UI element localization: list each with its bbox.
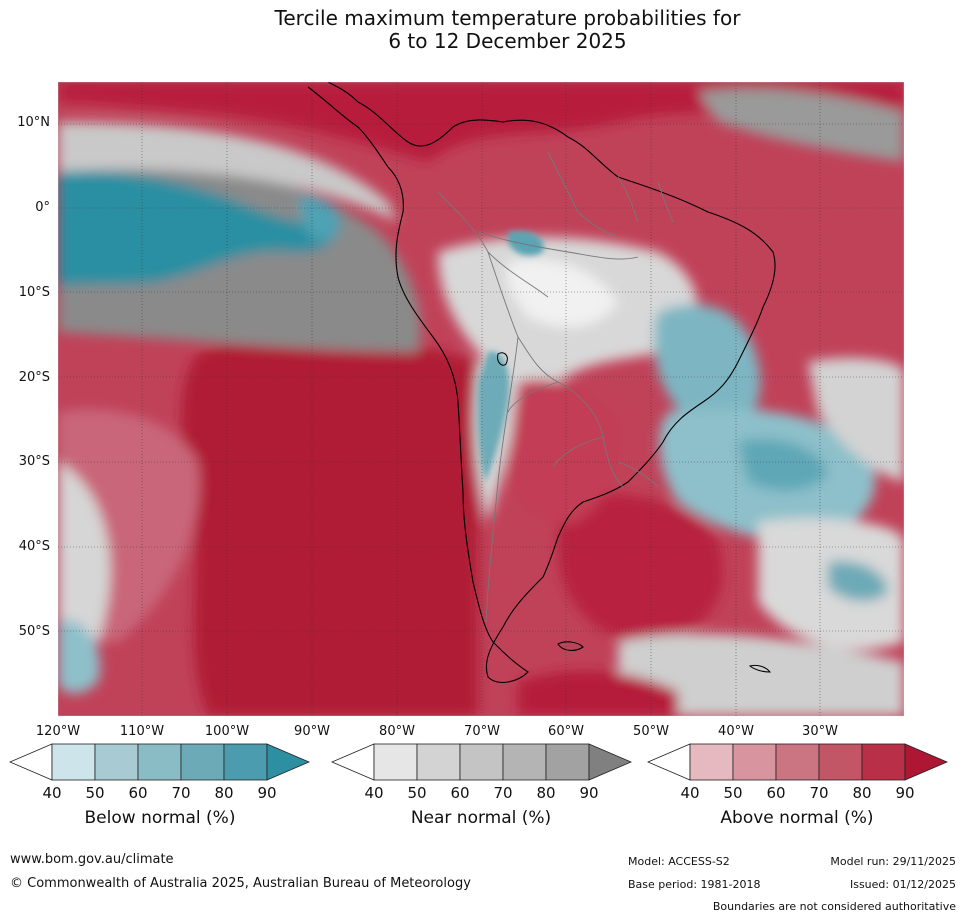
- near-normal-sw-pacific: [58, 462, 111, 642]
- lon-label-110w: 110°W: [119, 724, 165, 739]
- south-america-coastline: [357, 101, 776, 683]
- country-borders: [437, 151, 674, 623]
- footer-copyright: © Commonwealth of Australia 2025, Austra…: [10, 876, 471, 891]
- cb-above-tick-80: 80: [852, 784, 872, 802]
- near-normal-east-atlantic: [808, 357, 904, 482]
- lat-label-30s: 30°S: [18, 454, 50, 469]
- lon-label-100w: 100°W: [204, 724, 250, 739]
- colorbar-above-high-extension: [904, 743, 949, 781]
- colorbar-below-segment-40: [51, 743, 96, 781]
- cb-below-tick-50: 50: [85, 784, 105, 802]
- cb-above-tick-40: 40: [680, 784, 700, 802]
- near-normal-ne-atlantic: [698, 88, 904, 162]
- below-normal-altiplano: [477, 351, 510, 482]
- below-normal-se-atlantic: [828, 561, 888, 602]
- near-normal-amazon-white: [506, 259, 618, 327]
- cb-above-tick-70: 70: [809, 784, 829, 802]
- lon-label-40w: 40°W: [718, 724, 754, 739]
- colorbar-above-segment-70: [818, 743, 863, 781]
- cb-below-title: Below normal (%): [84, 808, 236, 828]
- lon-label-90w: 90°W: [294, 724, 330, 739]
- cb-near-tick-70: 70: [493, 784, 513, 802]
- colorbar-below-normal: [8, 743, 311, 781]
- colorbar-above-segment-60: [775, 743, 820, 781]
- colorbar-below-high-extension: [266, 743, 311, 781]
- near-normal-tropical-light: [58, 122, 398, 222]
- central-america-coastline: [307, 82, 359, 128]
- colorbar-near-low-extension: [330, 743, 375, 781]
- footer-disclaimer: Boundaries are not considered authoritat…: [712, 900, 956, 913]
- footer-url: www.bom.gov.au/climate: [10, 852, 174, 867]
- lake-titicaca: [497, 352, 508, 366]
- colorbar-below-segment-60: [137, 743, 182, 781]
- footer-model: Model: ACCESS-S2: [628, 855, 730, 868]
- lat-label-50s: 50°S: [18, 624, 50, 639]
- probability-map: [58, 82, 904, 716]
- lon-label-70w: 70°W: [464, 724, 500, 739]
- above-normal-pacific-core: [181, 333, 478, 716]
- colorbar-near-high-extension: [588, 743, 633, 781]
- lat-label-20s: 20°S: [18, 370, 50, 385]
- cb-near-tick-80: 80: [536, 784, 556, 802]
- colorbar-above-segment-40: [689, 743, 734, 781]
- lat-label-40s: 40°S: [18, 539, 50, 554]
- below-normal-atlantic-core: [738, 438, 828, 491]
- map-title-line2: 6 to 12 December 2025: [388, 29, 627, 53]
- cb-above-tick-60: 60: [766, 784, 786, 802]
- cb-below-tick-80: 80: [214, 784, 234, 802]
- below-normal-eq-pacific-2: [298, 196, 339, 241]
- below-normal-sw-patch: [58, 620, 100, 694]
- lon-label-80w: 80°W: [379, 724, 415, 739]
- colorbar-below-segment-70: [180, 743, 225, 781]
- colorbar-above-segment-50: [732, 743, 777, 781]
- colorbar-near-segment-80: [545, 743, 590, 781]
- cb-near-tick-40: 40: [364, 784, 384, 802]
- footer-issued: Issued: 01/12/2025: [849, 878, 956, 891]
- below-normal-eq-pacific: [58, 171, 341, 287]
- lat-label-0: 0°: [35, 200, 50, 215]
- lat-label-10s: 10°S: [18, 285, 50, 300]
- below-normal-amazon-patch: [508, 230, 544, 256]
- colorbar-below-segment-50: [94, 743, 139, 781]
- colorbar-above-low-extension: [646, 743, 691, 781]
- below-normal-brazil: [654, 304, 761, 432]
- cb-below-tick-70: 70: [171, 784, 191, 802]
- cb-above-tick-90: 90: [895, 784, 915, 802]
- colorbar-near-segment-60: [459, 743, 504, 781]
- cb-near-title: Near normal (%): [410, 808, 552, 828]
- near-normal-far-south: [618, 633, 904, 716]
- above-normal-drake: [518, 671, 678, 716]
- footer-base-period: Base period: 1981-2018: [628, 878, 761, 891]
- colorbar-below-segment-80: [223, 743, 268, 781]
- colorbar-near-normal: [330, 743, 633, 781]
- footer-model-run: Model run: 29/11/2025: [830, 855, 956, 868]
- cb-below-tick-60: 60: [128, 784, 148, 802]
- colorbar-near-segment-40: [373, 743, 418, 781]
- lon-label-30w: 30°W: [802, 724, 838, 739]
- south-georgia: [748, 664, 772, 673]
- colorbar-near-segment-50: [416, 743, 461, 781]
- cb-near-tick-60: 60: [450, 784, 470, 802]
- falkland-islands: [557, 641, 584, 651]
- cb-below-tick-90: 90: [257, 784, 277, 802]
- colorbar-legend: [8, 743, 949, 781]
- lat-label-10n: 10°N: [17, 115, 50, 130]
- colorbar-above-normal: [646, 743, 949, 781]
- colorbar-below-low-extension: [8, 743, 53, 781]
- cb-above-title: Above normal (%): [720, 808, 874, 828]
- lon-label-120w: 120°W: [35, 724, 81, 739]
- cb-near-tick-90: 90: [579, 784, 599, 802]
- cb-above-tick-50: 50: [723, 784, 743, 802]
- lon-label-50w: 50°W: [633, 724, 669, 739]
- map-title-line1: Tercile maximum temperature probabilitie…: [274, 6, 741, 30]
- lon-label-60w: 60°W: [548, 724, 584, 739]
- cb-near-tick-50: 50: [407, 784, 427, 802]
- colorbar-near-segment-70: [502, 743, 547, 781]
- above-normal-argentina: [508, 379, 621, 524]
- cb-below-tick-40: 40: [42, 784, 62, 802]
- above-normal-north-band: [58, 82, 904, 162]
- colorbar-above-segment-80: [861, 743, 906, 781]
- above-normal-south-atlantic: [558, 494, 724, 642]
